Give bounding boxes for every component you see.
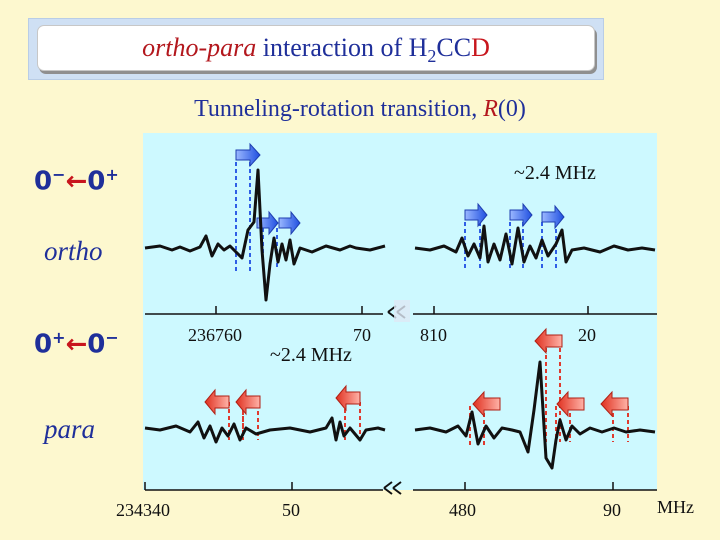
title-ortho-para: ortho-para bbox=[142, 33, 257, 62]
ortho-state-lower: 0 bbox=[34, 166, 53, 197]
para-trace-left bbox=[144, 416, 386, 444]
title-box: ortho-para interaction of H2CCD bbox=[28, 18, 604, 80]
para-tick-label-right-a: 480 bbox=[449, 500, 476, 520]
para-tick-label-mid: 50 bbox=[282, 500, 300, 520]
para-arrow-markers bbox=[204, 327, 629, 418]
para-label: para bbox=[44, 414, 96, 444]
ortho-transition-label: 0−←0+ bbox=[34, 165, 119, 197]
para-state-upper-sup: − bbox=[105, 328, 119, 347]
ortho-state-upper: 0 bbox=[87, 166, 106, 197]
para-transition-arrow: ← bbox=[65, 329, 88, 360]
subtitle-prefix: Tunneling-rotation transition, bbox=[194, 96, 484, 122]
ortho-label: ortho bbox=[44, 236, 103, 266]
para-state-lower-sup: + bbox=[52, 328, 66, 347]
para-state-lower: 0 bbox=[34, 329, 53, 360]
para-splitting-label: ~2.4 MHz bbox=[270, 344, 352, 366]
ortho-tick-label-right-a: 810 bbox=[420, 325, 447, 345]
para-axis bbox=[144, 482, 657, 491]
ortho-arrow-markers bbox=[235, 142, 565, 236]
ortho-splitting-label: ~2.4 MHz bbox=[514, 162, 596, 184]
slide-title: ortho-para interaction of H2CCD bbox=[37, 25, 595, 71]
ortho-tick-label-right-b: 20 bbox=[578, 325, 596, 345]
ortho-trace-left bbox=[144, 168, 386, 302]
para-trace-right bbox=[414, 360, 656, 470]
chart-subtitle: Tunneling-rotation transition, R(0) bbox=[0, 96, 720, 123]
title-text: interaction of H bbox=[256, 33, 428, 62]
title-subscript: 2 bbox=[427, 46, 437, 67]
axis-break-marks bbox=[383, 305, 406, 495]
ortho-trace-right bbox=[414, 224, 656, 266]
x-axis-unit: MHz bbox=[657, 497, 694, 517]
subtitle-label: R bbox=[483, 96, 498, 122]
title-d: D bbox=[471, 33, 490, 62]
ortho-tick-label-left: 236760 bbox=[188, 325, 242, 345]
ortho-state-upper-sup: + bbox=[105, 165, 119, 184]
ortho-axis bbox=[145, 306, 657, 315]
ortho-state-lower-sup: − bbox=[52, 165, 66, 184]
title-cc: CC bbox=[436, 33, 472, 62]
para-tick-label-left: 234340 bbox=[116, 500, 170, 520]
subtitle-suffix: (0) bbox=[497, 96, 526, 122]
ortho-tick-label-mid: 70 bbox=[353, 325, 371, 345]
break-highlight bbox=[394, 300, 410, 322]
para-transition-label: 0+←0− bbox=[34, 328, 119, 360]
para-tick-label-right-b: 90 bbox=[603, 500, 621, 520]
para-state-upper: 0 bbox=[87, 329, 106, 360]
ortho-transition-arrow: ← bbox=[65, 166, 88, 197]
